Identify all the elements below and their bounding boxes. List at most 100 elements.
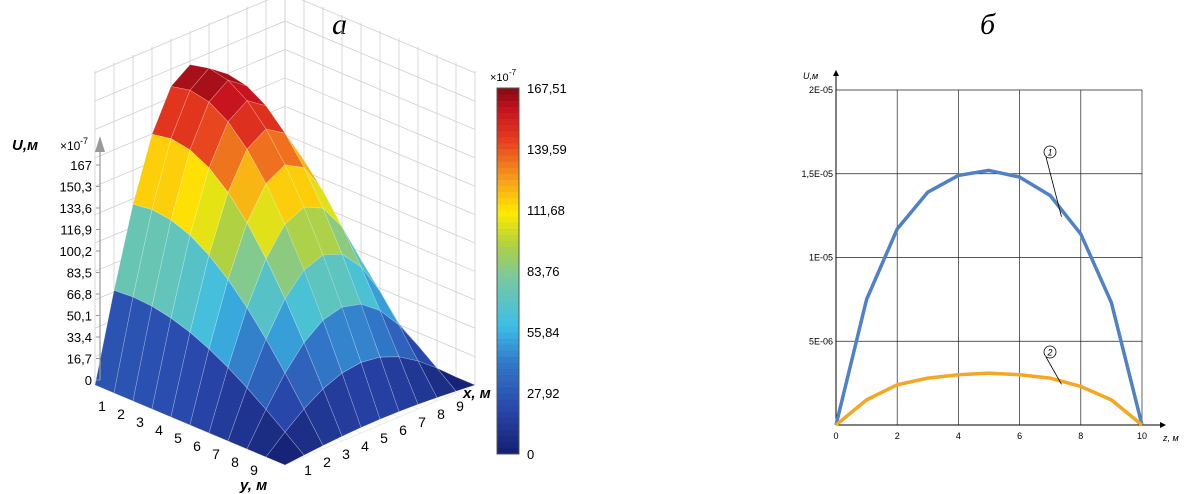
y-tick-label: 6 bbox=[193, 438, 201, 454]
colorbar-band bbox=[497, 203, 519, 211]
colorbar-band bbox=[497, 350, 519, 357]
colorbar-band bbox=[497, 124, 519, 132]
colorbar-band bbox=[497, 136, 519, 144]
x-tick-label: 4 bbox=[361, 438, 369, 454]
surface-cell bbox=[265, 431, 305, 466]
colorbar-band bbox=[497, 362, 519, 370]
colorbar-band bbox=[497, 332, 519, 339]
y-axis-arrow bbox=[833, 70, 839, 76]
x-tick-label: 10 bbox=[1137, 431, 1147, 441]
y-tick-label: 1E-05 bbox=[809, 253, 833, 263]
x-tick-label: 3 bbox=[342, 446, 350, 462]
colorbar-band bbox=[497, 252, 519, 260]
x-axis-arrow bbox=[1160, 422, 1166, 428]
colorbar-band bbox=[497, 441, 519, 449]
z-tick-label: 66,8 bbox=[67, 287, 92, 302]
colorbar: 0 27,92 55,84 83,76 111,68 139,59 167,51 ×10 -7 bbox=[490, 68, 567, 462]
colorbar-band bbox=[497, 258, 519, 266]
colorbar-band bbox=[497, 271, 519, 278]
colorbar-band bbox=[497, 301, 519, 309]
z-tick-label: 133,6 bbox=[59, 201, 92, 216]
colorbar-band bbox=[497, 210, 519, 217]
surface-mesh bbox=[94, 64, 476, 466]
y-tick-label: 4 bbox=[155, 422, 163, 438]
colorbar-band bbox=[497, 234, 519, 241]
colorbar-band bbox=[497, 197, 519, 205]
z-axis-arrow bbox=[95, 136, 105, 152]
z-tick-label: 100,2 bbox=[59, 244, 92, 259]
colorbar-band bbox=[497, 179, 519, 187]
x-tick-label: 7 bbox=[418, 414, 426, 430]
colorbar-band bbox=[497, 356, 519, 363]
colorbar-band bbox=[497, 155, 519, 162]
colorbar-band bbox=[497, 161, 519, 168]
colorbar-tick-label: 111,68 bbox=[527, 203, 565, 218]
colorbar-band bbox=[497, 374, 519, 382]
colorbar-band bbox=[497, 338, 519, 345]
z-tick-label: 167 bbox=[70, 158, 92, 173]
colorbar-band bbox=[497, 264, 519, 272]
colorbar-band bbox=[497, 216, 519, 223]
colorbar-band bbox=[497, 191, 519, 199]
y-axis-label: U,м bbox=[803, 71, 818, 81]
colorbar-band bbox=[497, 149, 519, 156]
colorbar-scale-exp: -7 bbox=[509, 68, 517, 77]
z-axis-scale: ×10 bbox=[60, 139, 81, 153]
colorbar-band bbox=[497, 94, 519, 101]
colorbar-band bbox=[497, 222, 519, 229]
x-tick-label: 2 bbox=[895, 431, 900, 441]
y-tick-label: 9 bbox=[250, 462, 258, 478]
y-axis-label: y, м bbox=[239, 477, 267, 494]
colorbar-band bbox=[497, 228, 519, 235]
colorbar-band bbox=[497, 167, 519, 174]
colorbar-band bbox=[497, 386, 519, 394]
colorbar-band bbox=[497, 240, 519, 248]
y-tick-label: 5 bbox=[174, 430, 182, 446]
x-tick-label: 9 bbox=[456, 398, 464, 414]
colorbar-band bbox=[497, 289, 519, 296]
x-axis-label: z, м bbox=[1162, 433, 1179, 443]
x-axis-label: x, м bbox=[462, 385, 491, 402]
colorbar-band bbox=[497, 429, 519, 437]
y-tick-label: 2 bbox=[117, 406, 125, 422]
z-tick-label: 33,4 bbox=[67, 330, 92, 345]
x-tick-label: 8 bbox=[437, 406, 445, 422]
series-callout-line bbox=[1045, 156, 1062, 217]
series-line-2 bbox=[834, 371, 1144, 427]
series-callout-circle bbox=[1043, 345, 1057, 359]
y-tick-label: 5E-06 bbox=[809, 336, 833, 346]
colorbar-band bbox=[497, 380, 519, 388]
panel-letter-a: а bbox=[332, 8, 347, 41]
z-tick-label: 50,1 bbox=[67, 309, 92, 324]
colorbar-band bbox=[497, 447, 519, 455]
z-tick-label: 116,9 bbox=[60, 223, 92, 238]
colorbar-band bbox=[497, 411, 519, 418]
colorbar-tick-label: 27,92 bbox=[527, 386, 560, 401]
series-callout-label: 1 bbox=[1047, 148, 1052, 158]
z-axis: 0 16,7 33,4 50,1 66,8 83,5 100,2 116,9 133,6 150,… bbox=[12, 136, 105, 388]
x-tick-label: 5 bbox=[380, 430, 388, 446]
y-tick-label: 7 bbox=[212, 446, 220, 462]
series-line-1 bbox=[834, 168, 1144, 426]
z-axis-label: U,м bbox=[12, 137, 38, 154]
colorbar-tick-label: 167,51 bbox=[527, 81, 567, 96]
colorbar-band bbox=[497, 88, 519, 95]
colorbar-band bbox=[497, 130, 519, 138]
z-axis-scale-exp: -7 bbox=[80, 136, 88, 146]
series-callout-label: 2 bbox=[1046, 348, 1052, 358]
colorbar-frame bbox=[496, 87, 520, 455]
colorbar-band bbox=[497, 118, 519, 126]
series-callout-line bbox=[1045, 356, 1062, 385]
x-tick-label: 2 bbox=[323, 454, 331, 470]
z-tick-label: 83,5 bbox=[67, 266, 92, 281]
colorbar-band bbox=[497, 399, 519, 406]
colorbar-band bbox=[497, 100, 519, 107]
colorbar-band bbox=[497, 393, 519, 400]
colorbar-band bbox=[497, 325, 519, 333]
y-tick-label: 8 bbox=[231, 454, 239, 470]
series-callout-circle bbox=[1043, 145, 1057, 159]
colorbar-band bbox=[497, 368, 519, 376]
colorbar-band bbox=[497, 112, 519, 119]
z-tick-label: 150,3 bbox=[59, 180, 92, 195]
